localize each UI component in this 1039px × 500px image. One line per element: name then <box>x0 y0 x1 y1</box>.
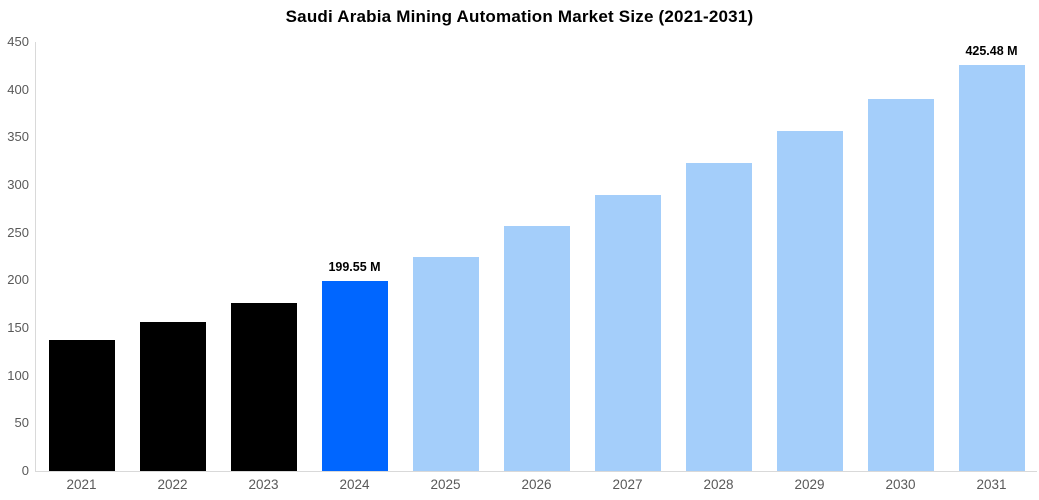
y-tick-100: 100 <box>7 367 29 383</box>
bar-cell-2029: 2029 <box>776 42 843 492</box>
bar-2025 <box>412 256 479 471</box>
x-tick-2027: 2027 <box>612 477 643 492</box>
bar-2022 <box>139 322 206 471</box>
x-tick-2023: 2023 <box>248 477 279 492</box>
x-tick-2025: 2025 <box>430 477 461 492</box>
bar-cell-2024: 199.55 M 2024 <box>321 42 388 492</box>
y-tick-50: 50 <box>14 415 29 431</box>
bar-cell-2021: 2021 <box>48 42 115 492</box>
bars: 2021 2022 2023 199.55 M 2024 2025 2026 2027 2028… <box>36 42 1037 492</box>
value-label-2031: 425.48 M <box>965 44 1018 59</box>
bar-cell-2023: 2023 <box>230 42 297 492</box>
bar-cell-2031: 425.48 M 2031 <box>958 42 1025 492</box>
bar-cell-2022: 2022 <box>139 42 206 492</box>
bar-cell-2028: 2028 <box>685 42 752 492</box>
bar-cell-2026: 2026 <box>503 42 570 492</box>
y-tick-300: 300 <box>7 177 29 192</box>
y-tick-450: 450 <box>7 34 29 49</box>
x-tick-2031: 2031 <box>976 477 1007 492</box>
bar-2024 <box>321 280 388 471</box>
bar-2031 <box>958 65 1025 471</box>
bar-2027 <box>594 194 661 471</box>
y-tick-250: 250 <box>7 224 29 240</box>
x-tick-2028: 2028 <box>703 477 734 492</box>
chart-title: Saudi Arabia Mining Automation Market Si… <box>285 7 754 26</box>
x-tick-2024: 2024 <box>339 477 370 492</box>
bar-2029 <box>776 130 843 471</box>
bar-cell-2025: 2025 <box>412 42 479 492</box>
x-tick-2026: 2026 <box>521 477 552 492</box>
bar-2026 <box>503 226 570 471</box>
y-axis-tick-labels: 0 50 100 150 200 250 300 350 400 450 <box>0 35 29 478</box>
bar-2021 <box>48 340 115 471</box>
x-tick-2021: 2021 <box>66 477 97 492</box>
bar-cell-2030: 2030 <box>867 42 934 492</box>
plot-area: 2021 2022 2023 199.55 M 2024 2025 2026 2027 2028… <box>35 42 1037 492</box>
y-tick-150: 150 <box>7 320 29 335</box>
bar-2023 <box>230 303 297 471</box>
x-tick-2022: 2022 <box>157 477 188 492</box>
x-tick-2029: 2029 <box>794 477 825 492</box>
y-tick-350: 350 <box>7 129 29 145</box>
bar-2028 <box>685 163 752 471</box>
y-tick-400: 400 <box>7 81 29 97</box>
value-label-2024: 199.55 M <box>328 259 381 274</box>
y-tick-200: 200 <box>7 272 29 288</box>
bar-2030 <box>867 99 934 471</box>
x-tick-2030: 2030 <box>885 477 916 492</box>
bar-cell-2027: 2027 <box>594 42 661 492</box>
y-tick-0: 0 <box>21 463 29 478</box>
